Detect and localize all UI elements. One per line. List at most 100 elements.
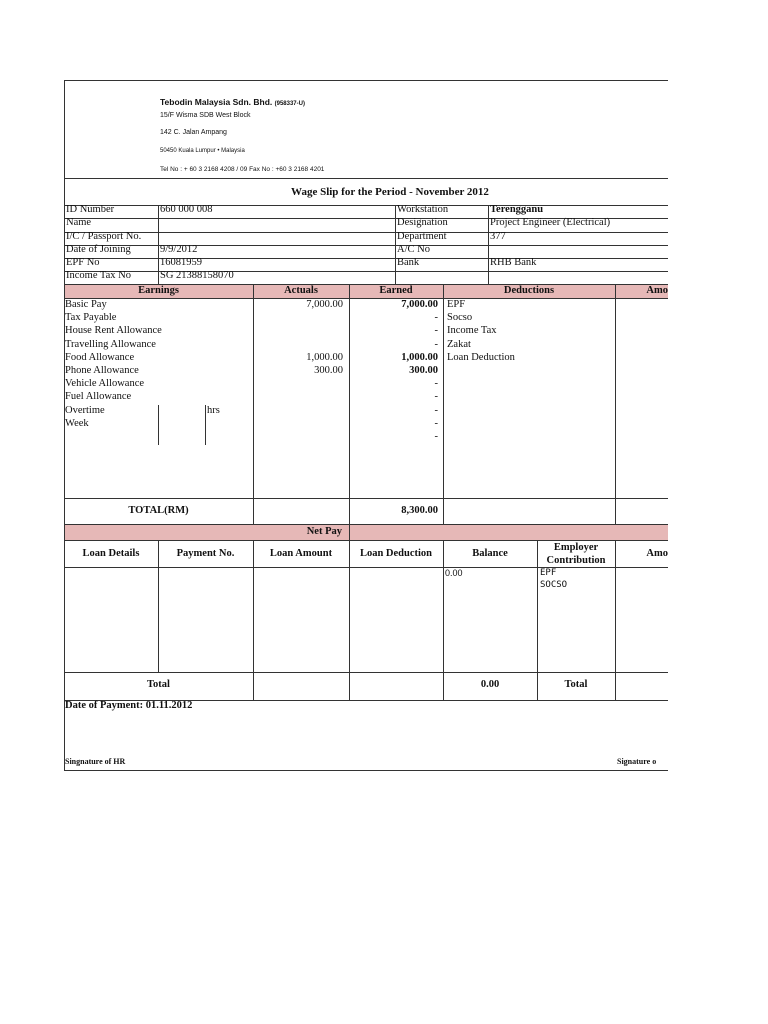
actuals-header: Actuals — [284, 285, 318, 296]
info-value: 16081959 — [160, 257, 202, 268]
info-label: Designation — [397, 217, 448, 228]
info-value: Terengganu — [490, 204, 544, 215]
earning-earned: - — [434, 417, 439, 429]
earning-earned: - — [434, 404, 439, 416]
divider — [349, 540, 350, 700]
info-label: Date of Joining — [66, 244, 131, 255]
earning-earned: - — [434, 312, 439, 324]
loan-total-label: Total — [147, 679, 170, 690]
address-line-2: 142 C. Jalan Ampang — [160, 129, 227, 136]
info-label: Department — [397, 231, 447, 242]
earning-earned: - — [434, 378, 439, 390]
signature-other: Signature o — [617, 757, 657, 766]
divider — [64, 567, 668, 568]
divider — [615, 284, 616, 524]
loan-header: Loan Deduction — [359, 548, 433, 559]
address-line-3: 50450 Kuala Lumpur • Malaysia — [160, 148, 245, 154]
divider — [64, 672, 668, 673]
loan-header: Balance — [472, 548, 508, 559]
earning-earned: - — [434, 338, 439, 350]
divider — [205, 405, 206, 445]
balance-value: 0.00 — [445, 568, 463, 578]
earning-label: Basic Pay — [65, 299, 107, 310]
info-label: Income Tax No — [66, 270, 131, 281]
earning-label: Travelling Allowance — [65, 338, 156, 350]
earning-label: Tax Payable — [65, 312, 117, 324]
loan-header: Loan Details — [82, 548, 140, 559]
net-pay-band — [65, 525, 668, 540]
earning-earned: - — [434, 431, 439, 442]
deduction-label: Zakat — [447, 338, 471, 350]
page-title: Wage Slip for the Period - November 2012 — [291, 186, 489, 198]
overtime-hrs-unit: hrs — [207, 405, 220, 416]
divider — [64, 271, 668, 272]
earning-label: Vehicle Allowance — [65, 378, 145, 390]
divider — [64, 700, 668, 701]
loan-total-balance: 0.00 — [480, 679, 500, 690]
earning-label: Fuel Allowance — [65, 391, 132, 403]
divider — [253, 540, 254, 700]
date-of-payment: Date of Payment: 01.11.2012 — [65, 700, 193, 711]
earning-label: Overtime — [65, 404, 105, 416]
divider — [64, 245, 668, 246]
info-label: Bank — [397, 257, 420, 268]
loan-header: Amo — [646, 548, 668, 559]
divider — [64, 205, 668, 206]
earning-earned: 1,000.00 — [401, 351, 438, 363]
earning-actual: 300.00 — [314, 365, 343, 376]
divider — [158, 540, 159, 672]
info-label: ID Number — [66, 204, 115, 215]
divider — [253, 284, 254, 524]
amount-header: Amo — [646, 285, 668, 296]
total-label: TOTAL(RM) — [128, 505, 189, 516]
net-pay-label: Net Pay — [306, 526, 342, 537]
earning-label: House Rent Allowance — [65, 325, 162, 337]
earning-earned: 300.00 — [409, 365, 438, 376]
divider — [64, 498, 668, 499]
info-value: RHB Bank — [490, 257, 537, 268]
earnings-header-band — [65, 285, 668, 298]
earned-header: Earned — [379, 285, 413, 296]
deductions-header: Deductions — [503, 285, 555, 296]
signature-hr: Singnature of HR — [65, 757, 126, 766]
earnings-header: Earnings — [138, 285, 179, 296]
divider — [443, 540, 444, 700]
info-value: 9/9/2012 — [160, 244, 198, 255]
divider — [64, 298, 668, 299]
divider — [488, 205, 489, 284]
loan-header: Employer Contribution — [546, 542, 606, 566]
divider — [349, 524, 350, 540]
divider — [443, 284, 444, 524]
deduction-label: Socso — [447, 312, 473, 324]
info-value: SG 21388158070 — [160, 270, 234, 281]
employer-total-label: Total — [564, 679, 588, 690]
divider — [64, 232, 668, 233]
info-value: 660 000 008 — [160, 204, 213, 215]
divider — [158, 405, 159, 445]
earning-label: Week — [65, 417, 89, 429]
divider — [64, 218, 668, 219]
total-earned: 8,300.00 — [401, 505, 438, 516]
earning-earned: - — [434, 391, 439, 403]
address-line-1: 15/F Wisma SDB West Block — [160, 112, 251, 119]
company-name: Tebodin Malaysia Sdn. Bhd. (958337-U) — [160, 97, 305, 107]
info-label: Workstation — [397, 204, 449, 215]
divider — [64, 284, 668, 285]
divider — [615, 540, 616, 700]
earning-label: Food Allowance — [65, 351, 135, 363]
divider — [64, 258, 668, 259]
divider — [64, 524, 668, 525]
info-label: I/C / Passport No. — [66, 231, 142, 242]
loan-header: Loan Amount — [269, 548, 333, 559]
earning-actual: 7,000.00 — [306, 299, 343, 310]
deduction-label: Loan Deduction — [447, 351, 515, 363]
contact-line: Tel No : + 60 3 2168 4208 / 09 Fax No : … — [160, 166, 325, 173]
info-label: A/C No — [397, 244, 430, 255]
divider — [349, 284, 350, 524]
earning-label: Phone Allowance — [65, 365, 139, 376]
earning-earned: 7,000.00 — [401, 299, 438, 310]
employer-contribution-item: SOCSO — [540, 580, 568, 590]
divider — [158, 205, 159, 284]
earning-earned: - — [434, 325, 439, 337]
info-label: Name — [66, 217, 92, 228]
